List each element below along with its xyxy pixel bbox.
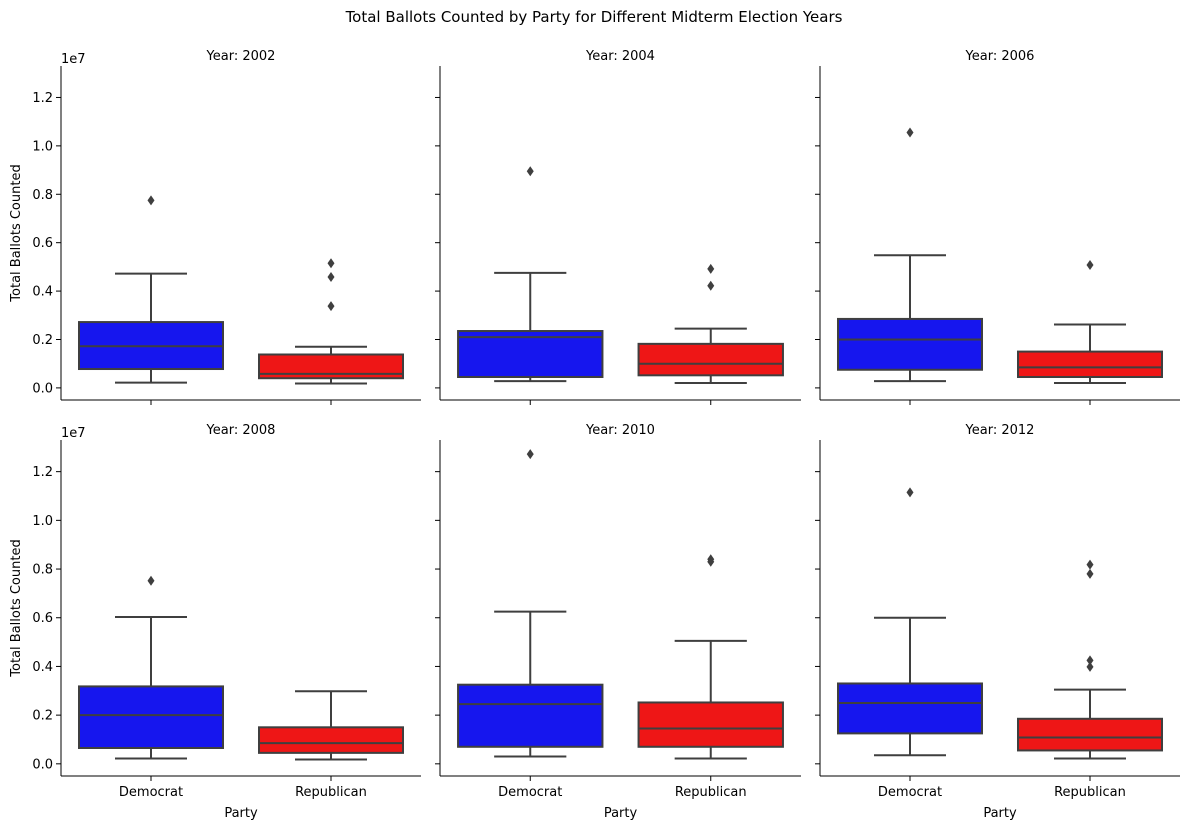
y-tick-label: 0.6 xyxy=(32,611,53,626)
outlier-point xyxy=(327,301,335,312)
outlier-point xyxy=(1086,568,1094,579)
panel-title: Year: 2004 xyxy=(585,49,655,64)
facet-panel-4: Year: 2008 0.0 0.2 0.4 0.6 0.8 1.0 1.2 1e7 Total … xyxy=(9,423,421,821)
box-democrat xyxy=(837,682,983,735)
box-democrat xyxy=(837,317,983,371)
outlier-point xyxy=(707,554,715,565)
panel-title: Year: 2002 xyxy=(206,49,276,64)
y-axis-label: Total Ballots Counted xyxy=(9,539,24,677)
outlier-point xyxy=(526,449,534,460)
chart-title: Total Ballots Counted by Party for Diffe… xyxy=(345,8,843,26)
outlier-point xyxy=(1086,655,1094,666)
panel-title: Year: 2010 xyxy=(585,423,655,438)
x-tick-label: Republican xyxy=(675,785,747,800)
outlier-point xyxy=(906,127,914,138)
box-republican xyxy=(1017,717,1163,752)
x-tick-label: Democrat xyxy=(878,785,942,800)
outlier-point xyxy=(1086,661,1094,672)
y-tick-label: 1.0 xyxy=(32,514,53,529)
y-tick-label: 1.0 xyxy=(32,139,53,154)
facet-panel-6: Year: 2012 Democrat Republican Party xyxy=(815,423,1180,821)
box-democrat xyxy=(457,330,604,379)
y-tick-label: 0.2 xyxy=(32,333,53,348)
facet-panel-5: Year: 2010 Democrat Republican Party xyxy=(435,423,801,821)
x-tick-label: Democrat xyxy=(119,785,183,800)
x-axis-label: Party xyxy=(604,806,638,821)
box-republican xyxy=(1017,350,1163,379)
x-tick-label: Democrat xyxy=(498,785,562,800)
y-axis-label: Total Ballots Counted xyxy=(9,164,24,302)
y-tick-label: 0.0 xyxy=(32,757,53,772)
y-tick-label: 1.2 xyxy=(32,465,53,480)
facet-panel-2: Year: 2004 xyxy=(435,49,801,405)
box-republican xyxy=(258,726,404,754)
facet-panel-3: Year: 2006 xyxy=(815,49,1180,405)
outlier-point xyxy=(327,258,335,269)
box-republican xyxy=(637,342,784,377)
outlier-point xyxy=(327,272,335,283)
y-tick-label: 0.6 xyxy=(32,236,53,251)
panel-title: Year: 2008 xyxy=(206,423,276,438)
x-axis-label: Party xyxy=(224,806,258,821)
outlier-point xyxy=(906,487,914,498)
y-tick-label: 0.4 xyxy=(32,285,53,300)
x-tick-label: Republican xyxy=(1054,785,1126,800)
panel-title: Year: 2006 xyxy=(965,49,1035,64)
y-offset-label: 1e7 xyxy=(61,426,86,441)
y-tick-label: 0.8 xyxy=(32,563,53,578)
outlier-point xyxy=(147,195,155,206)
box-democrat xyxy=(457,683,604,748)
y-tick-label: 0.8 xyxy=(32,188,53,203)
outlier-point xyxy=(147,575,155,586)
y-offset-label: 1e7 xyxy=(61,52,86,67)
y-tick-label: 1.2 xyxy=(32,91,53,106)
x-tick-label: Republican xyxy=(295,785,367,800)
y-tick-label: 0.2 xyxy=(32,709,53,724)
outlier-point xyxy=(526,166,534,177)
y-tick-label: 0.4 xyxy=(32,660,53,675)
panel-title: Year: 2012 xyxy=(965,423,1035,438)
box-republican xyxy=(637,701,784,748)
outlier-point xyxy=(707,263,715,274)
outlier-point xyxy=(1086,559,1094,570)
facet-panel-1: Year: 2002 0.0 0.2 0.4 0.6 0.8 1.0 1.2 1e7 Total … xyxy=(9,49,421,405)
y-tick-label: 0.0 xyxy=(32,381,53,396)
outlier-point xyxy=(707,280,715,291)
outlier-point xyxy=(1086,259,1094,270)
box-democrat xyxy=(78,685,224,750)
box-republican xyxy=(258,353,404,380)
x-axis-label: Party xyxy=(983,806,1017,821)
